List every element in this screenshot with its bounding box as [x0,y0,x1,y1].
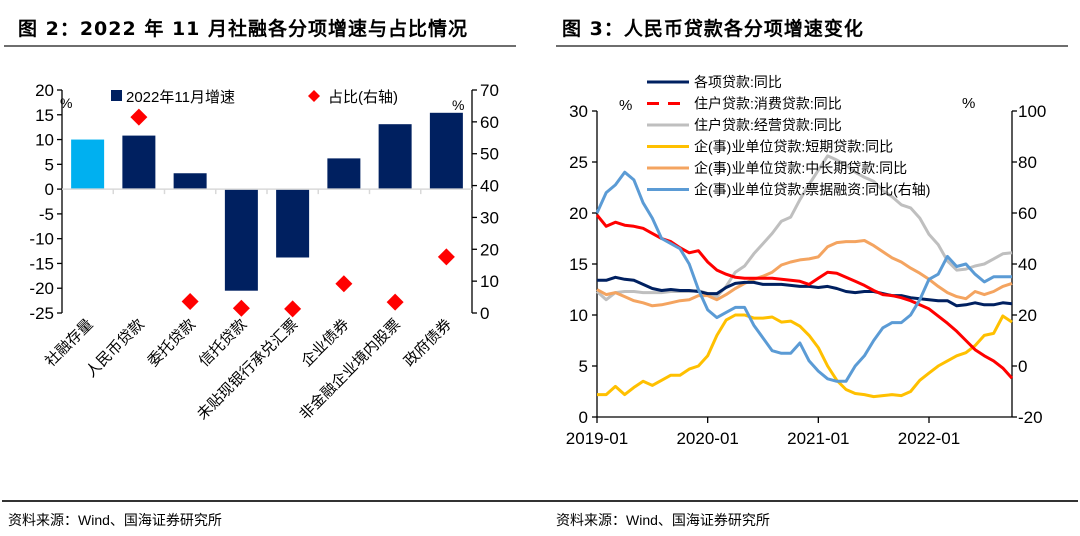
legend-label-1: 各项贷款:同比 [694,74,782,90]
right-y-tick-label: 40 [1018,255,1037,274]
left-y-tick-label: -15 [29,254,54,273]
series-line-4 [597,313,1013,399]
right-y-tick-label: 20 [480,240,499,259]
left-y-tick-label: 20 [35,81,54,100]
left-y-tick-label: 10 [35,131,54,150]
left-y-tick-label: 5 [579,357,588,376]
series-line-3 [596,154,1013,302]
share-diamond-3 [181,293,199,311]
share-diamond-6 [335,275,353,293]
bar-chart-social-financing: 20151050-5-10-15-20-25%706050403020100%社… [29,81,499,423]
bar-7 [378,124,412,190]
right-y-tick-label: 50 [480,145,499,164]
right-y-tick-label: 40 [480,177,499,196]
legend-label-2: 住户贷款:消费贷款:同比 [694,96,842,112]
left-y-tick-label: 0 [45,180,54,199]
left-y-tick-label: -5 [39,205,54,224]
right-y-tick-label: 20 [1018,306,1037,325]
legend-diamond-label: 占比(右轴) [328,89,398,106]
legend-label-4: 企(事)业单位贷款:短期贷款:同比 [694,139,893,155]
bar-8 [429,112,463,190]
left-y-tick-label: 15 [569,255,588,274]
left-y-tick-label: -10 [29,230,54,249]
x-tick-label: 2022-01 [898,429,960,448]
bar-2 [122,135,156,190]
x-tick-label: 2021-01 [787,429,849,448]
left-y-tick-label: 0 [579,408,588,427]
legend-label-3: 住户贷款:经营贷款:同比 [694,117,842,133]
right-y-tick-label: 30 [480,208,499,227]
bar-3 [173,173,207,190]
legend-diamond-swatch [308,90,320,102]
bar-6 [327,158,361,190]
right-y-unit: % [452,97,464,113]
source-divider [2,500,1078,502]
series-line-1 [597,275,1013,308]
legend-bar-swatch [111,90,122,101]
x-tick-label: 2019-01 [566,429,628,448]
left-y-tick-label: 25 [569,153,588,172]
right-y-tick-label: 60 [1018,204,1037,223]
left-y-tick-label: 20 [569,204,588,223]
x-tick-label: 2020-01 [676,429,738,448]
share-diamond-8 [437,248,455,266]
share-diamond-4 [232,299,250,317]
right-y-tick-label: 70 [480,81,499,100]
right-y-tick-label: 0 [1018,357,1027,376]
left-y-tick-label: 15 [35,106,54,125]
line-chart-rmb-loans: 30 25 20 15 10 5 0 100 80 60 40 20 0 -20% % 2019-01 2020… [566,74,1047,448]
left-y-tick-label: 10 [569,306,588,325]
left-y-tick-label: -25 [29,304,54,323]
left-y-unit: % [619,97,632,114]
bar-5 [276,189,310,258]
title-divider-left [4,45,516,47]
figure-3-source: 资料来源：Wind、国海证券研究所 [556,512,770,528]
bar-4 [224,189,258,291]
bar-1 [71,139,105,190]
left-y-unit: % [60,95,72,111]
right-y-tick-label: 100 [1018,102,1046,121]
figure-3-title: 图 3：人民币贷款各分项增速变化 [562,18,864,40]
legend-label-5: 企(事)业单位贷款:中长期贷款:同比 [694,160,907,176]
series-line-6 [595,170,1012,383]
legend-bar-label: 2022年11月增速 [126,89,235,106]
right-y-tick-label: -20 [1018,408,1043,427]
figure-2-title: 图 2：2022 年 11 月社融各分项增速与占比情况 [18,18,469,40]
right-y-tick-label: 80 [1018,153,1037,172]
right-y-unit: % [962,95,975,112]
title-divider-right [556,45,1068,47]
series-line-5 [596,239,1013,308]
left-y-tick-label: 5 [45,155,54,174]
right-y-tick-label: 10 [480,272,499,291]
right-y-tick-label: 60 [480,113,499,132]
right-y-tick-label: 0 [480,304,489,323]
share-diamond-5 [284,300,302,318]
left-y-tick-label: -20 [29,279,54,298]
figure-2-source: 资料来源：Wind、国海证券研究所 [8,512,222,528]
share-diamond-7 [386,293,404,311]
legend-label-6: 企(事)业单位贷款:票据融资:同比(右轴) [694,182,930,198]
left-y-tick-label: 30 [569,102,588,121]
share-diamond-2 [130,108,148,126]
